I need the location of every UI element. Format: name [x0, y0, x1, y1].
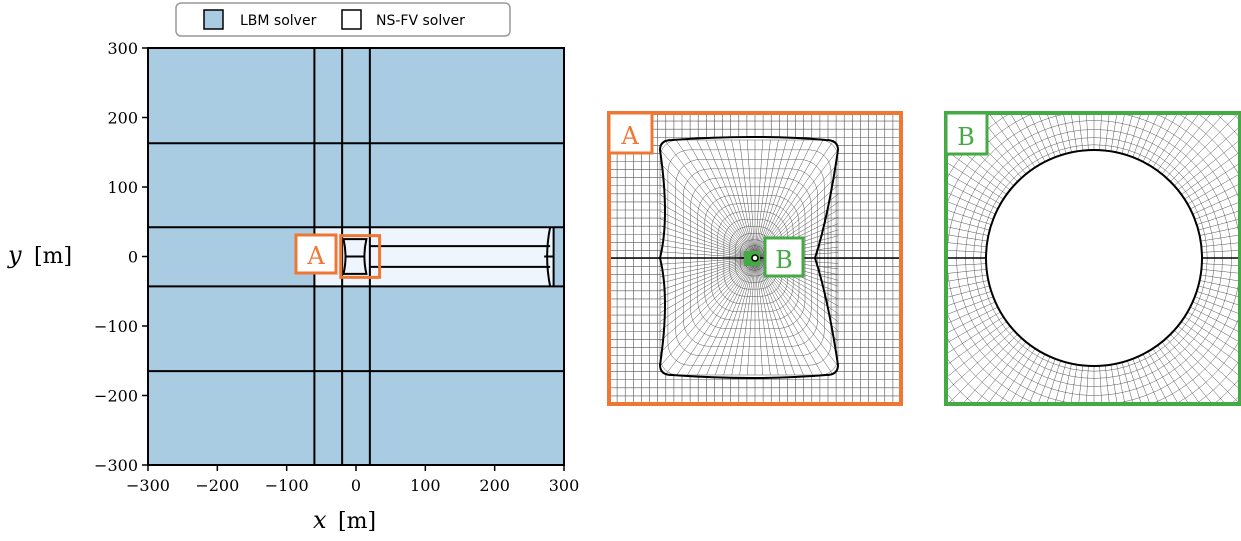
x-tick-label: −100 — [265, 476, 309, 495]
x-tick-label: 200 — [479, 476, 510, 495]
legend-swatch-lbm — [204, 10, 223, 29]
x-tick-label: −200 — [195, 476, 239, 495]
x-tick-label: 100 — [410, 476, 441, 495]
y-tick-label: 300 — [107, 39, 138, 58]
cylinder — [986, 150, 1202, 366]
callout-b-panel-label: B — [957, 123, 975, 151]
x-tick-label: 300 — [549, 476, 580, 495]
x-axis-label: x [m] — [313, 506, 376, 534]
legend-label-lbm: LBM solver — [240, 13, 317, 29]
y-axis-label-unit: [m] — [34, 244, 72, 269]
x-tick-label: −300 — [126, 476, 170, 495]
callout-a-label: A — [306, 242, 325, 270]
legend-label-nsfv: NS-FV solver — [376, 13, 465, 29]
cylinder-small — [752, 255, 758, 261]
y-tick-label: 200 — [107, 109, 138, 128]
x-tick-label: 0 — [351, 476, 361, 495]
x-axis-label-var: x — [313, 506, 327, 534]
y-tick-label: −200 — [94, 387, 138, 406]
callout-a-main: A — [296, 235, 336, 273]
y-axis-label-var: y — [7, 241, 22, 269]
x-axis-label-unit: [m] — [338, 509, 376, 534]
callout-a-panel-label: A — [620, 122, 639, 150]
legend: LBM solver NS-FV solver — [176, 3, 510, 36]
zoom-panel-a: A B — [609, 113, 901, 404]
legend-swatch-nsfv — [342, 10, 361, 29]
y-tick-label: −100 — [94, 317, 138, 336]
y-tick-label: 100 — [107, 178, 138, 197]
y-tick-label: −300 — [94, 456, 138, 475]
nsfv-inner-block — [344, 239, 367, 274]
callout-b-in-a-label: B — [775, 246, 793, 274]
y-axis-label: y [m] — [7, 241, 72, 269]
y-tick-label: 0 — [128, 248, 138, 267]
